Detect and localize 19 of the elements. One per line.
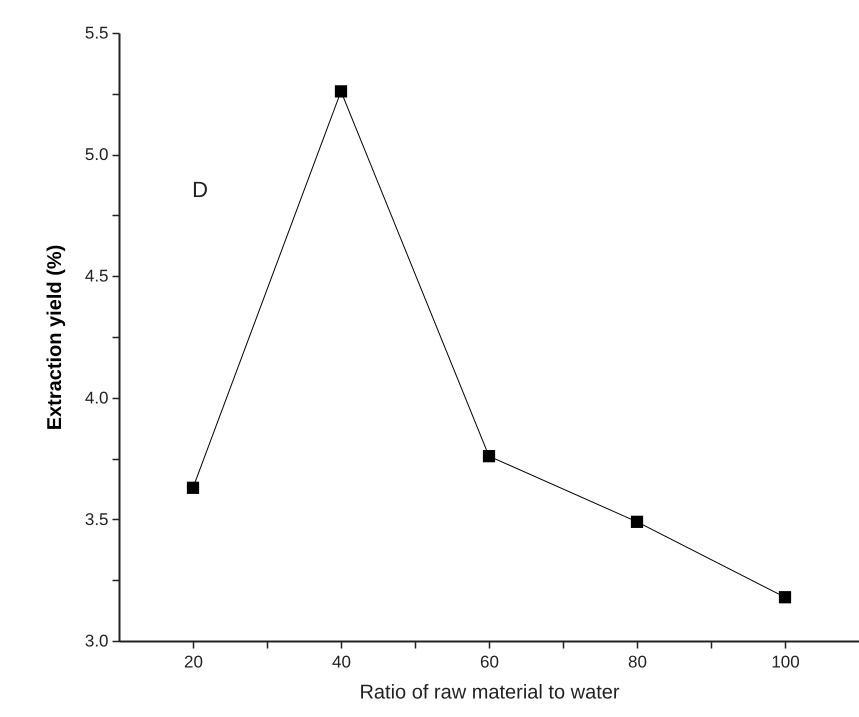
x-axis-title: Ratio of raw material to water: [359, 682, 620, 704]
x-tick-label: 60: [480, 652, 499, 672]
y-tick-label: 4.5: [84, 266, 108, 286]
annotation: D: [192, 177, 208, 202]
point: [482, 450, 496, 462]
x-tick-label: 20: [184, 652, 203, 672]
y-tick-label: 3.0: [84, 632, 108, 650]
x-tick-label: 40: [332, 652, 351, 672]
point: [334, 85, 348, 98]
y-axis-title: Extraction yield (%): [44, 244, 66, 430]
y-tick-label: 3.5: [84, 510, 108, 529]
y-tick-label: 5.0: [84, 145, 108, 164]
y-tick-label: 4.0: [84, 388, 108, 408]
point: [630, 516, 644, 528]
point: [186, 482, 200, 494]
y-tick-label: 5.5: [84, 24, 108, 42]
x-tick-label: 100: [771, 652, 800, 672]
point: [778, 591, 792, 604]
x-tick-label: 80: [628, 652, 647, 672]
